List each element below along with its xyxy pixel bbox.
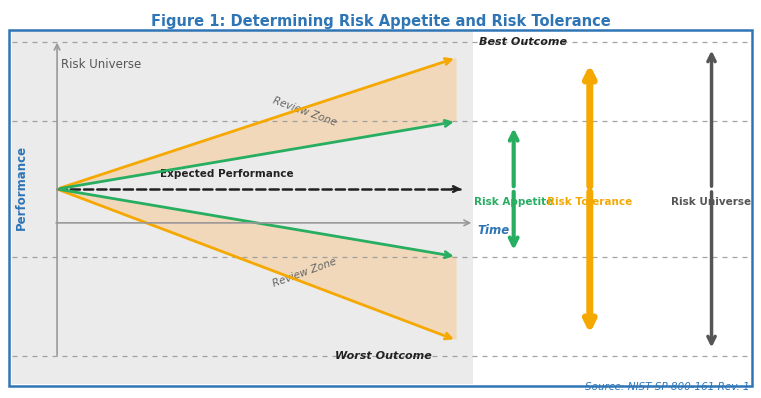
Text: Risk Appetite: Risk Appetite — [474, 197, 553, 207]
Text: Risk Universe: Risk Universe — [671, 197, 752, 207]
Text: Review Zone: Review Zone — [271, 256, 338, 289]
Bar — [12, 31, 473, 384]
Text: Risk Tolerance: Risk Tolerance — [547, 197, 632, 207]
Text: Expected Performance: Expected Performance — [160, 169, 294, 179]
Text: Best Outcome: Best Outcome — [479, 37, 568, 47]
Polygon shape — [57, 189, 457, 340]
Text: Time: Time — [477, 224, 509, 237]
Text: Figure 1: Determining Risk Appetite and Risk Tolerance: Figure 1: Determining Risk Appetite and … — [151, 14, 610, 29]
Text: Worst Outcome: Worst Outcome — [335, 351, 431, 361]
Polygon shape — [57, 58, 457, 189]
Text: Review Zone: Review Zone — [271, 95, 338, 128]
Bar — [9, 30, 752, 386]
Text: Risk Universe: Risk Universe — [61, 58, 141, 71]
Text: Performance: Performance — [14, 144, 28, 230]
Text: Source: NIST SP 800-161 Rev. 1: Source: NIST SP 800-161 Rev. 1 — [585, 382, 750, 392]
